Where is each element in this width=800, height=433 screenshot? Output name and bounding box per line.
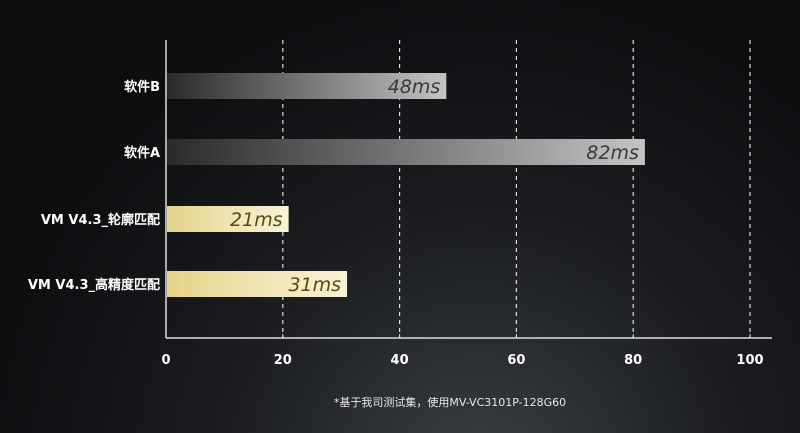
category-label: 软件A [124,145,160,161]
bar [167,73,447,99]
data-label: 31ms [288,274,341,296]
bar [167,206,289,232]
x-tick-label: 60 [507,353,525,368]
x-tick-label: 20 [274,353,292,368]
x-tick-label: 0 [161,353,170,368]
bar [167,271,348,297]
data-label: 21ms [230,209,283,231]
data-label: 48ms [388,76,441,98]
x-tick-label: 100 [736,353,763,368]
footnote: *基于我司测试集，使用MV-VC3101P-128G60 [333,396,567,409]
data-label: 82ms [586,142,639,164]
x-tick-label: 80 [624,353,642,368]
bar [167,139,645,165]
category-label: 软件B [124,79,160,95]
x-tick-label: 40 [391,353,409,368]
category-label: VM V4.3_轮廓匹配 [41,212,160,228]
category-label: VM V4.3_高精度匹配 [28,277,160,293]
